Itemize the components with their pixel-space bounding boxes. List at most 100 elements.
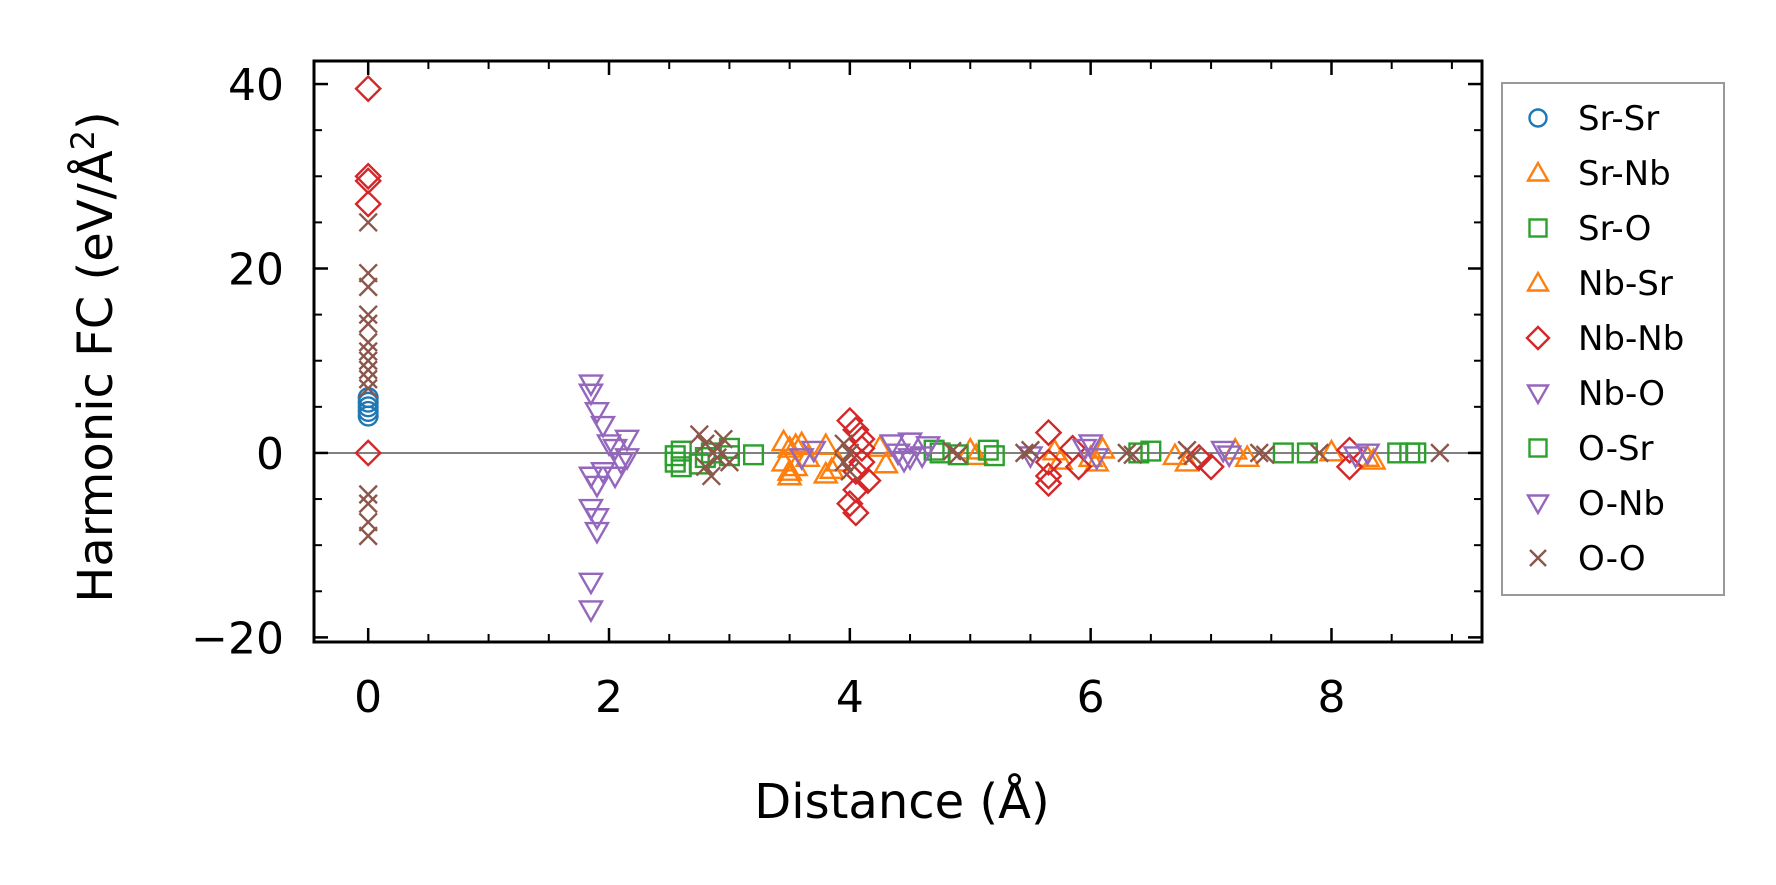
data-point [800, 440, 827, 464]
data-point [812, 432, 839, 456]
data-point [695, 434, 715, 454]
data-point [664, 445, 686, 467]
legend-marker [1525, 270, 1551, 292]
data-point [890, 450, 918, 474]
data-point [834, 452, 854, 472]
data-point [354, 162, 382, 191]
legend-item: O-O [1529, 539, 1646, 579]
series-o-o [358, 212, 1450, 546]
data-point [713, 429, 734, 449]
data-point [1034, 448, 1063, 476]
data-point [884, 443, 912, 467]
data-point [866, 433, 894, 457]
data-point [577, 600, 605, 624]
data-point [942, 441, 962, 461]
legend-marker [1525, 325, 1551, 351]
data-point [794, 444, 821, 468]
legend-marker [1525, 384, 1551, 406]
x-tick-label: 6 [1077, 672, 1105, 723]
data-point [1210, 440, 1237, 464]
legend-marker [1528, 218, 1548, 238]
data-point [354, 74, 382, 103]
y-axis-title-superscript: 2 [64, 130, 102, 150]
legend-marker [1525, 494, 1551, 516]
data-point [1140, 440, 1162, 462]
y-axis-title-main: Harmonic FC (eV/Å [67, 150, 124, 603]
data-point [583, 475, 611, 499]
data-point [1216, 445, 1243, 469]
data-point [915, 436, 942, 459]
legend-item: Sr-O [1528, 209, 1651, 249]
data-point [358, 378, 378, 399]
data-point [601, 466, 629, 490]
data-point [1272, 442, 1294, 464]
data-point [358, 341, 378, 362]
data-point [358, 332, 378, 352]
data-point [357, 405, 379, 427]
data-point [1161, 442, 1189, 466]
data-point [1123, 445, 1143, 465]
x-tick-label: 8 [1317, 672, 1345, 723]
data-point [812, 460, 839, 484]
data-point [983, 445, 1005, 467]
data-point [689, 424, 709, 445]
legend-item: O-Nb [1525, 484, 1665, 524]
series-nb-o [577, 374, 1381, 624]
data-point [1047, 446, 1074, 470]
legend-label: Sr-Sr [1578, 99, 1659, 139]
data-point [583, 508, 611, 531]
legend-label: O-Nb [1578, 484, 1665, 524]
data-point [707, 447, 728, 468]
data-point [842, 499, 870, 527]
x-axis-title: Distance (Å) [754, 773, 1049, 830]
data-point [614, 448, 641, 471]
legend-label: O-Sr [1578, 429, 1654, 469]
data-point [577, 383, 605, 407]
legend-marker [1529, 549, 1547, 567]
data-point [358, 263, 378, 283]
data-point [776, 434, 803, 458]
legend-item: Nb-O [1525, 374, 1665, 414]
data-point [848, 434, 876, 463]
x-tick-label: 4 [836, 672, 864, 723]
data-point [614, 429, 641, 453]
data-point [836, 489, 864, 518]
data-point [872, 450, 900, 474]
data-point [707, 438, 728, 458]
data-point [1360, 446, 1387, 470]
data-point [670, 456, 692, 478]
data-point [664, 451, 686, 473]
data-point [354, 439, 382, 467]
data-point [589, 415, 617, 439]
legend-label: Sr-Nb [1578, 154, 1671, 194]
data-point [948, 445, 968, 465]
data-point [358, 360, 378, 380]
data-point [1173, 448, 1201, 472]
data-point [595, 434, 623, 458]
data-point [1354, 443, 1381, 467]
data-point [1083, 448, 1110, 471]
legend-label: Nb-Nb [1578, 319, 1684, 359]
y-axis-title-close: ) [68, 111, 124, 130]
data-point [776, 457, 803, 481]
data-point [583, 401, 611, 425]
data-point [695, 457, 715, 477]
data-point [834, 434, 854, 454]
data-point [1405, 442, 1427, 464]
legend-item: O-Sr [1528, 429, 1654, 469]
y-axis-title: Harmonic FC (eV/Å2) [64, 111, 124, 603]
legend-item: Sr-Nb [1525, 154, 1671, 194]
data-point [963, 442, 990, 466]
data-point [782, 432, 809, 456]
data-point [583, 521, 611, 545]
data-point [1309, 443, 1330, 463]
plot-frame [312, 59, 1484, 644]
data-point [358, 494, 378, 514]
data-point [1197, 452, 1225, 481]
legend-marker [1528, 108, 1548, 128]
data-point [896, 448, 924, 471]
data-point [358, 212, 378, 233]
legend-item: Nb-Nb [1525, 319, 1684, 359]
data-point [1014, 443, 1035, 463]
